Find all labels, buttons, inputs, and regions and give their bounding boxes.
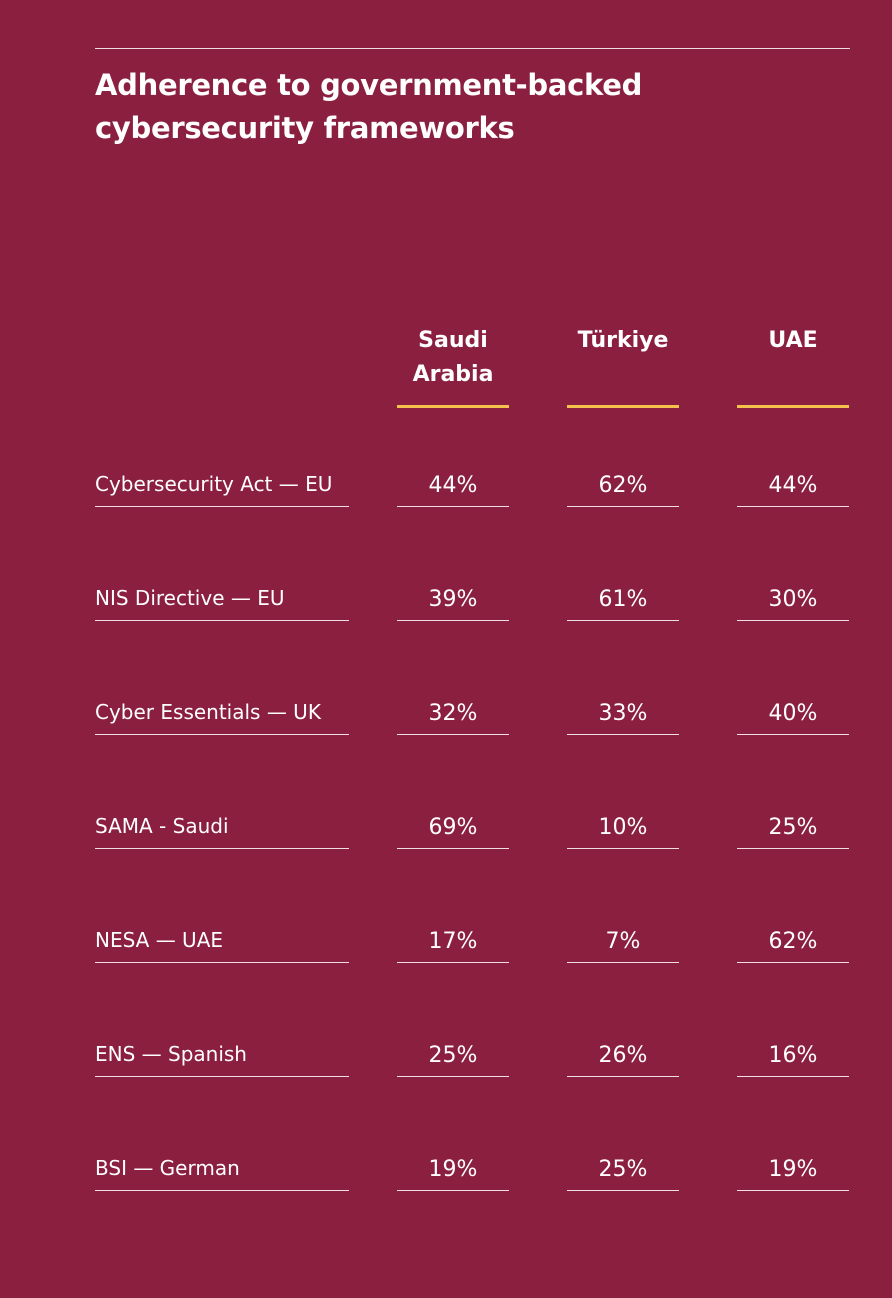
value-cell: 25% xyxy=(397,1031,509,1077)
row-label: NESA — UAE xyxy=(95,917,349,963)
column-header: Saudi Arabia xyxy=(412,328,494,387)
value-cell: 44% xyxy=(397,461,509,507)
column-header: UAE xyxy=(768,328,818,353)
value-cell: 40% xyxy=(737,689,849,735)
value-cell: 44% xyxy=(737,461,849,507)
value-cell: 33% xyxy=(567,689,679,735)
value-cell: 19% xyxy=(737,1145,849,1191)
column-underline xyxy=(567,405,679,408)
value-cell: 16% xyxy=(737,1031,849,1077)
value-cell: 32% xyxy=(397,689,509,735)
value-cell: 25% xyxy=(737,803,849,849)
value-cell: 26% xyxy=(567,1031,679,1077)
value-cell: 19% xyxy=(397,1145,509,1191)
value-cell: 10% xyxy=(567,803,679,849)
value-cell: 25% xyxy=(567,1145,679,1191)
top-rule xyxy=(95,48,850,49)
value-cell: 62% xyxy=(567,461,679,507)
value-cell: 30% xyxy=(737,575,849,621)
row-label: NIS Directive — EU xyxy=(95,575,349,621)
row-label: Cybersecurity Act — EU xyxy=(95,461,349,507)
column-header: Türkiye xyxy=(577,328,669,353)
row-label: ENS — Spanish xyxy=(95,1031,349,1077)
value-cell: 61% xyxy=(567,575,679,621)
column-underline xyxy=(397,405,509,408)
value-cell: 39% xyxy=(397,575,509,621)
value-cell: 62% xyxy=(737,917,849,963)
row-label: SAMA - Saudi xyxy=(95,803,349,849)
column-underline xyxy=(737,405,849,408)
title: Adherence to government-backed cybersecu… xyxy=(95,68,643,145)
value-cell: 17% xyxy=(397,917,509,963)
row-label: BSI — German xyxy=(95,1145,349,1191)
row-label: Cyber Essentials — UK xyxy=(95,689,349,735)
value-cell: 69% xyxy=(397,803,509,849)
value-cell: 7% xyxy=(567,917,679,963)
